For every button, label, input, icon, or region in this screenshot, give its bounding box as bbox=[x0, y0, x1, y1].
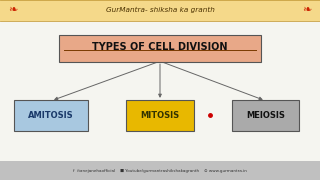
FancyBboxPatch shape bbox=[232, 100, 299, 130]
Bar bbox=[0, 0, 320, 21]
FancyBboxPatch shape bbox=[126, 100, 194, 130]
Text: GurMantra- shiksha ka granth: GurMantra- shiksha ka granth bbox=[106, 7, 214, 13]
Text: ❧: ❧ bbox=[302, 5, 312, 15]
FancyBboxPatch shape bbox=[59, 35, 261, 62]
FancyBboxPatch shape bbox=[14, 100, 88, 130]
Text: AMITOSIS: AMITOSIS bbox=[28, 111, 74, 120]
Text: TYPES OF CELL DIVISION: TYPES OF CELL DIVISION bbox=[92, 42, 228, 52]
Bar bbox=[0, 161, 320, 180]
Text: MEIOSIS: MEIOSIS bbox=[246, 111, 285, 120]
Text: ❧: ❧ bbox=[8, 5, 18, 15]
Text: f  /tanejanehaofficial    ■ Youtube/gurmantrashikshakagranth    ⊙ www.gurmantra.: f /tanejanehaofficial ■ Youtube/gurmantr… bbox=[73, 168, 247, 173]
Text: MITOSIS: MITOSIS bbox=[140, 111, 180, 120]
